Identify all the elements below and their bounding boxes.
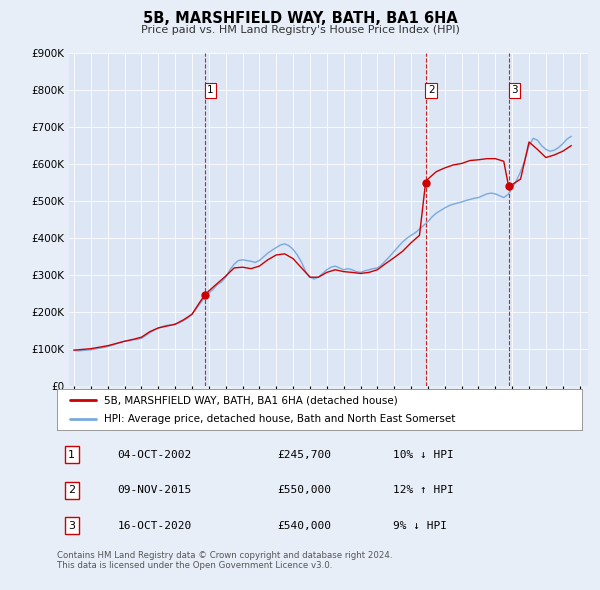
Text: 5B, MARSHFIELD WAY, BATH, BA1 6HA (detached house): 5B, MARSHFIELD WAY, BATH, BA1 6HA (detac… <box>104 395 398 405</box>
Text: 2: 2 <box>428 85 435 95</box>
Text: HPI: Average price, detached house, Bath and North East Somerset: HPI: Average price, detached house, Bath… <box>104 414 455 424</box>
Text: 10% ↓ HPI: 10% ↓ HPI <box>393 450 454 460</box>
Text: 04-OCT-2002: 04-OCT-2002 <box>118 450 191 460</box>
Text: Contains HM Land Registry data © Crown copyright and database right 2024.
This d: Contains HM Land Registry data © Crown c… <box>57 551 392 571</box>
Text: 3: 3 <box>511 85 518 95</box>
Text: 16-OCT-2020: 16-OCT-2020 <box>118 521 191 531</box>
Text: 09-NOV-2015: 09-NOV-2015 <box>118 486 191 495</box>
Text: 3: 3 <box>68 521 75 531</box>
Text: £540,000: £540,000 <box>277 521 331 531</box>
Text: Price paid vs. HM Land Registry's House Price Index (HPI): Price paid vs. HM Land Registry's House … <box>140 25 460 35</box>
Text: 1: 1 <box>207 85 214 95</box>
Text: 5B, MARSHFIELD WAY, BATH, BA1 6HA: 5B, MARSHFIELD WAY, BATH, BA1 6HA <box>143 11 457 25</box>
Text: £550,000: £550,000 <box>277 486 331 495</box>
Text: 2: 2 <box>68 486 75 495</box>
Text: 9% ↓ HPI: 9% ↓ HPI <box>393 521 447 531</box>
Text: 12% ↑ HPI: 12% ↑ HPI <box>393 486 454 495</box>
Text: 1: 1 <box>68 450 75 460</box>
Text: £245,700: £245,700 <box>277 450 331 460</box>
